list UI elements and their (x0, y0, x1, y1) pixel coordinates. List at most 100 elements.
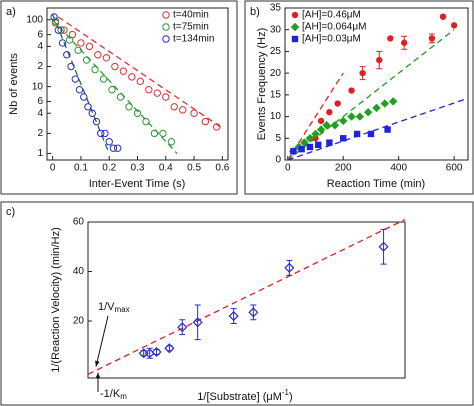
marker (133, 109, 142, 117)
legend-marker (290, 22, 300, 32)
error-bar (250, 304, 257, 321)
y-tick-label: 10 (270, 111, 282, 122)
y-tick-label: 10 (32, 81, 44, 92)
legend-label: t=40min (173, 10, 209, 21)
x-tick-label: 0.6 (215, 163, 229, 174)
marker (136, 77, 145, 86)
marker (119, 67, 128, 75)
y-tick-label: 35 (270, 3, 282, 14)
marker (192, 317, 203, 328)
marker (50, 13, 58, 21)
marker (388, 97, 398, 106)
marker (348, 87, 355, 94)
marker (57, 26, 65, 34)
panel-frame (244, 0, 474, 195)
marker (363, 108, 373, 117)
marker (92, 117, 101, 126)
error-bar (179, 319, 186, 336)
fit-line (52, 14, 110, 154)
marker (128, 73, 136, 81)
marker (353, 130, 361, 138)
y-axis-label: Nb of events (8, 53, 20, 115)
panel-label: a) (6, 6, 16, 18)
legend-marker (162, 35, 170, 43)
marker (82, 56, 91, 64)
y-axis-label: 1/(Reaction Velocity) (min/Hz) (50, 227, 62, 373)
annotation-arrow (95, 315, 109, 367)
legend-label: [AH]=0.03μM (302, 34, 361, 45)
panel-frame (0, 0, 238, 195)
marker (179, 106, 187, 114)
marker (401, 39, 408, 46)
legend-label: t=75min (173, 22, 209, 33)
y-tick-label: 30 (270, 24, 282, 35)
y-tick-label: 40 (73, 266, 85, 277)
marker (300, 138, 309, 147)
marker (355, 112, 365, 121)
fit-line (52, 19, 178, 154)
y-tick-label: 2 (37, 61, 43, 72)
y-tick-label: 20 (73, 316, 85, 327)
marker (164, 343, 175, 354)
marker (334, 100, 341, 107)
marker (228, 311, 239, 322)
marker (105, 138, 113, 146)
y-tick-label: 60 (73, 217, 85, 228)
legend-marker (162, 11, 170, 19)
marker (109, 144, 118, 152)
y-axis-label: Events Frequency (Hz) (256, 28, 268, 140)
plot-area (87, 221, 406, 379)
legend-label: [AH]=0.064μM (302, 22, 366, 33)
marker (114, 144, 122, 152)
marker (54, 26, 63, 34)
annotation: -1/Km (100, 388, 127, 401)
annotation-part: -1/K (100, 388, 121, 400)
marker (111, 62, 119, 71)
legend-label: t=134min (173, 34, 214, 45)
label-part: 1/[Substrate] (μM (197, 391, 282, 403)
marker (170, 103, 178, 111)
marker (153, 89, 161, 97)
marker (88, 109, 96, 117)
plot-area (284, 7, 469, 161)
annotation-sub: max (115, 305, 130, 314)
marker (65, 36, 74, 44)
marker (284, 262, 295, 273)
legend-marker (162, 23, 170, 31)
error-bar (230, 308, 237, 325)
y-tick-label: 4 (37, 108, 43, 119)
label-sup: -1 (282, 388, 290, 397)
legend-marker (291, 11, 299, 19)
legend-marker (291, 35, 299, 43)
x-tick-label: 200 (335, 163, 352, 174)
marker (150, 129, 159, 138)
y-tick-label: 2 (37, 128, 43, 139)
x-tick-label: 0.2 (102, 163, 116, 174)
x-tick-label: 0.5 (187, 163, 201, 174)
marker (167, 138, 176, 146)
marker (316, 125, 326, 134)
marker (51, 17, 60, 25)
marker (162, 93, 170, 101)
panel-label: b) (250, 6, 260, 18)
fit-line (57, 16, 223, 129)
y-tick-label: 1 (37, 148, 43, 159)
error-bar (194, 304, 201, 341)
marker (102, 54, 111, 62)
marker (145, 86, 153, 94)
marker (159, 129, 167, 138)
marker (84, 103, 92, 111)
marker (439, 13, 447, 20)
marker (177, 322, 188, 333)
marker (450, 22, 458, 29)
marker (380, 99, 390, 108)
marker (378, 241, 389, 252)
fit-line (87, 218, 406, 375)
y-tick-label: 5 (275, 133, 281, 144)
y-tick-label: 100 (26, 14, 43, 25)
label-part: ) (289, 391, 293, 403)
marker (339, 116, 348, 126)
fit-line (287, 72, 344, 161)
marker (101, 129, 109, 138)
